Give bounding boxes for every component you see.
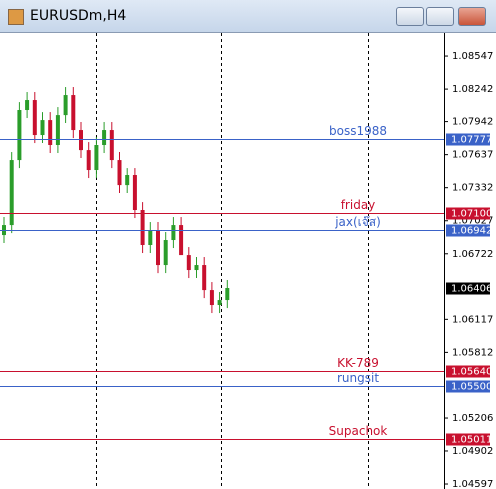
candle-body [171, 225, 176, 241]
current-price-label: 1.06406 [451, 284, 492, 295]
title-bar: EURUSDm,H4 [0, 0, 496, 33]
candle-body [194, 265, 199, 271]
candle-body [156, 230, 160, 266]
level-price-label: 1.07777 [451, 135, 492, 146]
candle-body [179, 225, 184, 256]
candle-body [132, 175, 137, 211]
level-price-box [446, 365, 490, 378]
level-price-label: 1.05011 [451, 435, 492, 446]
y-tick-label: 1.08242 [452, 84, 493, 95]
level-name: Supachok [329, 424, 388, 438]
candle-body [55, 115, 60, 146]
y-tick-label: 1.04902 [452, 446, 493, 457]
level-name: boss1988 [329, 124, 387, 138]
level-name: jax(เจ๊ส) [334, 215, 381, 229]
level-price-box [446, 133, 490, 146]
candle-body [9, 160, 14, 226]
level-name: KK-789 [337, 356, 379, 370]
y-tick-label: 1.04597 [452, 479, 493, 489]
close-button[interactable] [458, 7, 486, 26]
y-tick-label: 1.06117 [452, 314, 493, 325]
level-name: friday [341, 198, 376, 212]
maximize-button[interactable] [426, 7, 454, 26]
minimize-button[interactable] [396, 7, 424, 26]
level-price-label: 1.07100 [451, 209, 492, 220]
candle-body [17, 110, 22, 161]
level-price-label: 1.05640 [451, 367, 492, 378]
candle-body [225, 288, 230, 301]
candle-body [63, 95, 68, 116]
candle-body [71, 95, 76, 131]
candle-body [102, 130, 107, 146]
y-tick-label: 1.08547 [452, 51, 493, 62]
window-title: EURUSDm,H4 [30, 8, 127, 24]
candle-body [209, 290, 214, 306]
candle-body [86, 150, 91, 171]
current-price-box [446, 282, 490, 295]
candle-body [186, 255, 191, 271]
y-tick-label: 1.06722 [452, 249, 493, 260]
y-tick-label: 1.05206 [452, 413, 493, 424]
candle-body [48, 120, 53, 146]
candle-body [148, 230, 153, 246]
y-tick-label: 1.07942 [452, 117, 493, 128]
candle-body [94, 145, 99, 171]
level-name: rungsit [337, 371, 379, 385]
candle-body [117, 160, 122, 186]
window-icon [8, 9, 24, 25]
candle-body [109, 130, 114, 161]
level-price-box [446, 224, 490, 237]
candle-body [40, 120, 45, 136]
y-tick-label: 1.05812 [452, 347, 493, 358]
y-tick-label: 1.07332 [452, 183, 493, 194]
level-price-label: 1.06942 [451, 226, 492, 237]
level-price-box [446, 207, 490, 220]
candle-body [79, 130, 83, 151]
y-tick-label: 1.07027 [452, 216, 493, 227]
level-price-label: 1.05500 [451, 382, 492, 393]
level-price-box [446, 380, 490, 393]
candle-body [163, 240, 168, 266]
candle-body [140, 210, 145, 246]
y-tick-label: 1.07637 [452, 150, 493, 161]
candle-body [217, 300, 222, 306]
candle-body [125, 175, 130, 186]
candle-body [32, 100, 37, 136]
level-price-box [446, 433, 490, 446]
candle-body [202, 265, 207, 291]
candle-body [25, 100, 30, 111]
